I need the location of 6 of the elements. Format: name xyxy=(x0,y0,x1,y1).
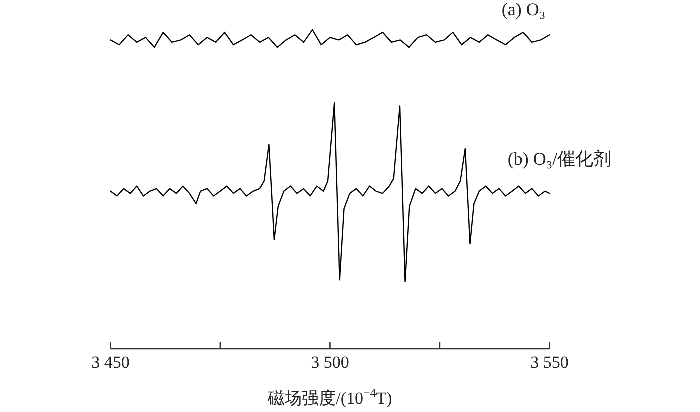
x-tick-label: 3 450 xyxy=(92,353,130,372)
x-tick-label: 3 550 xyxy=(530,353,569,372)
series-label: (a) O₃ xyxy=(502,0,546,20)
x-axis-title: 磁场强度/(10$^{−4}$T) xyxy=(267,386,392,408)
series-label: (b) O₃/催化剂 xyxy=(508,148,612,169)
x-tick-label: 3 500 xyxy=(311,353,350,372)
